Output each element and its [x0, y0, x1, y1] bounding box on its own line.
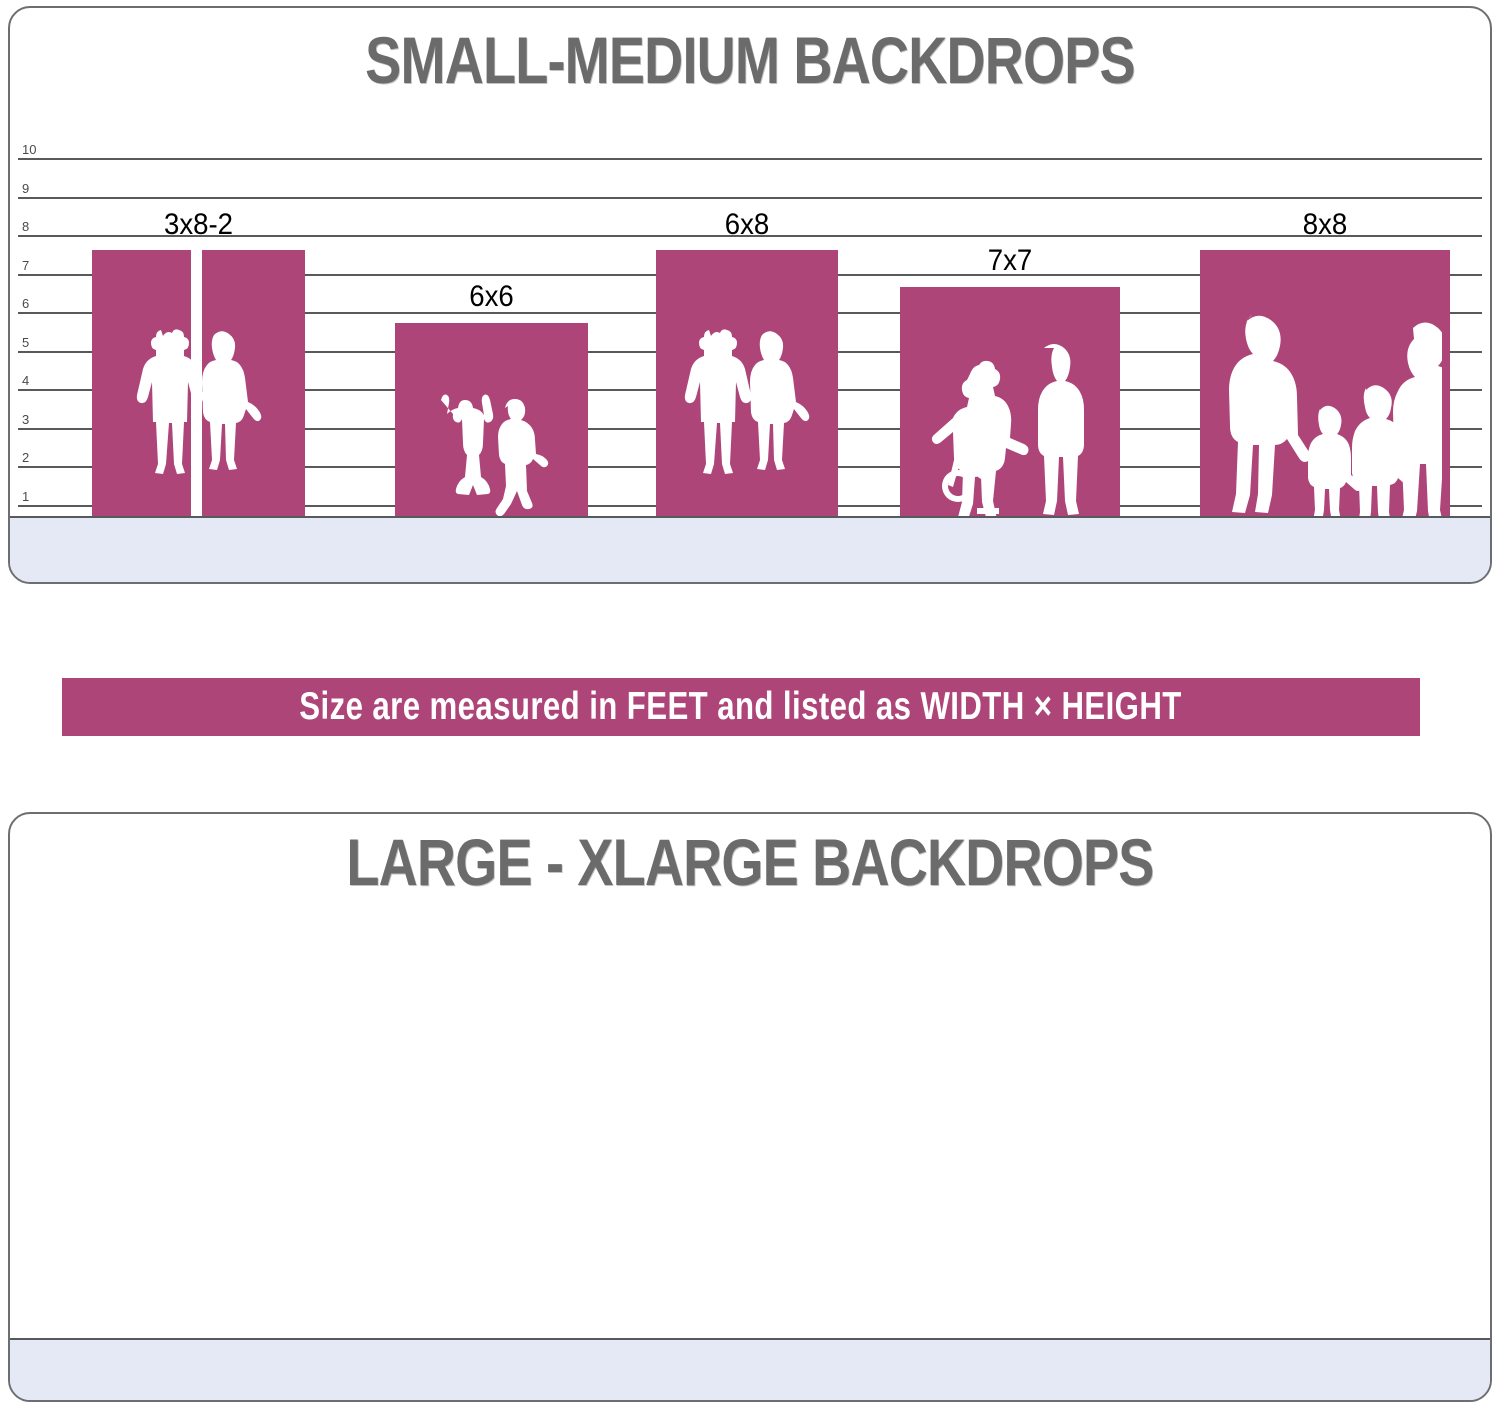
- y-axis-tick-label: 6: [22, 296, 30, 311]
- size-units-banner: Size are measured in FEET and listed as …: [62, 678, 1420, 736]
- silhouette-two-girls: [130, 328, 270, 518]
- y-axis-tick-label: 10: [22, 142, 37, 157]
- y-axis-tick-label: 4: [22, 373, 30, 388]
- page-title-small-medium: SMALL-MEDIUM BACKDROPS: [365, 23, 1135, 97]
- bar-8x8[interactable]: [1200, 250, 1450, 518]
- bar-label-6x8: 6x8: [724, 208, 770, 241]
- gridline: [18, 197, 1482, 199]
- y-axis-tick-label: 1: [22, 489, 30, 504]
- y-axis-tick-label: 3: [22, 412, 30, 427]
- y-axis-tick-label: 9: [22, 181, 30, 196]
- floor-area-bottom: [10, 1338, 1490, 1400]
- silhouette-family-of-four: [1212, 306, 1442, 518]
- floor-area-top: [10, 516, 1490, 582]
- gridline: [18, 235, 1482, 237]
- small-medium-backdrops-card: SMALL-MEDIUM BACKDROPS 10 9 8 7 6 5 4 3 2 1 3x8-2: [8, 6, 1492, 584]
- small-medium-chart-plot: 10 9 8 7 6 5 4 3 2 1 3x8-2: [10, 143, 1490, 518]
- bar-7x7[interactable]: [900, 287, 1120, 518]
- bar-label-8x8: 8x8: [1302, 208, 1348, 241]
- silhouette-two-children: [423, 378, 563, 518]
- bar-3x8-2[interactable]: [92, 250, 305, 518]
- bar-label-7x7: 7x7: [987, 244, 1033, 277]
- bar-label-3x8-2: 3x8-2: [163, 208, 234, 241]
- bar-6x6[interactable]: [395, 323, 588, 518]
- bar-6x8[interactable]: [656, 250, 838, 518]
- y-axis-tick-label: 8: [22, 219, 30, 234]
- page-title-large-xlarge: LARGE - XLARGE BACKDROPS: [346, 825, 1154, 899]
- size-units-text: Size are measured in FEET and listed as …: [299, 685, 1183, 728]
- y-axis-tick-label: 7: [22, 258, 30, 273]
- y-axis-tick-label: 2: [22, 450, 30, 465]
- silhouette-two-girls: [678, 328, 818, 518]
- bar-label-6x6: 6x6: [469, 280, 514, 313]
- y-axis-tick-label: 5: [22, 335, 30, 350]
- gridline: [18, 158, 1482, 160]
- silhouette-woman-bicycle-man: [922, 338, 1102, 518]
